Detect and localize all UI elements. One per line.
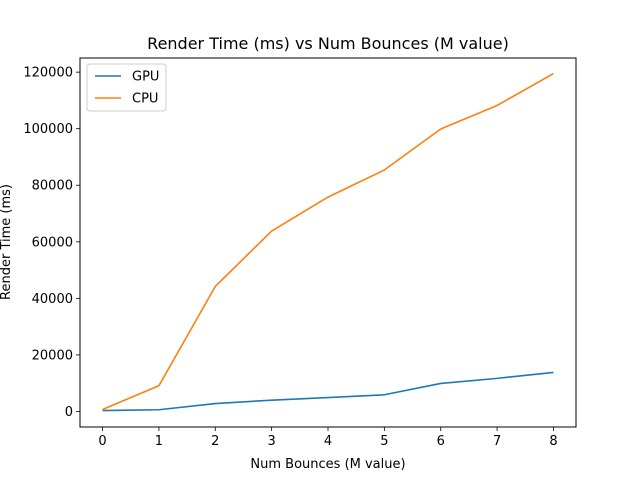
y-tick-label: 100000 [23, 122, 73, 137]
series-lines [102, 72, 554, 412]
y-tick-label: 20000 [32, 348, 73, 363]
x-tick-label: 5 [380, 434, 388, 449]
plot-area: 0 1 2 3 4 5 6 7 8 0 20000 40000 60000 80000 100000 120… [23, 57, 577, 449]
legend: GPU CPU [86, 63, 167, 112]
x-tick-label: 4 [324, 434, 332, 449]
plot-frame [79, 57, 577, 428]
y-tick-label: 120000 [23, 66, 73, 81]
legend-label-gpu: GPU [132, 70, 159, 85]
y-tick-label: 80000 [32, 179, 73, 194]
x-tick-label: 2 [211, 434, 219, 449]
y-tick-label: 40000 [32, 292, 73, 307]
y-axis-label: Render Time (ms) [0, 184, 14, 300]
y-tick-label: 60000 [32, 235, 73, 250]
x-tick-label: 8 [549, 434, 557, 449]
x-tick-label: 6 [437, 434, 445, 449]
y-tick-label: 0 [65, 405, 73, 420]
y-axis-ticks: 0 20000 40000 60000 80000 100000 120000 [23, 66, 80, 420]
x-axis-label: Num Bounces (M value) [250, 457, 405, 472]
chart-title: Render Time (ms) vs Num Bounces (M value… [147, 34, 509, 53]
x-tick-label: 0 [98, 434, 106, 449]
x-tick-label: 7 [493, 434, 501, 449]
legend-label-cpu: CPU [132, 92, 158, 107]
series-line-cpu [102, 72, 554, 411]
series-line-gpu [102, 371, 554, 412]
x-tick-label: 3 [267, 434, 275, 449]
x-axis-ticks: 0 1 2 3 4 5 6 7 8 [98, 427, 558, 449]
x-tick-label: 1 [155, 434, 163, 449]
